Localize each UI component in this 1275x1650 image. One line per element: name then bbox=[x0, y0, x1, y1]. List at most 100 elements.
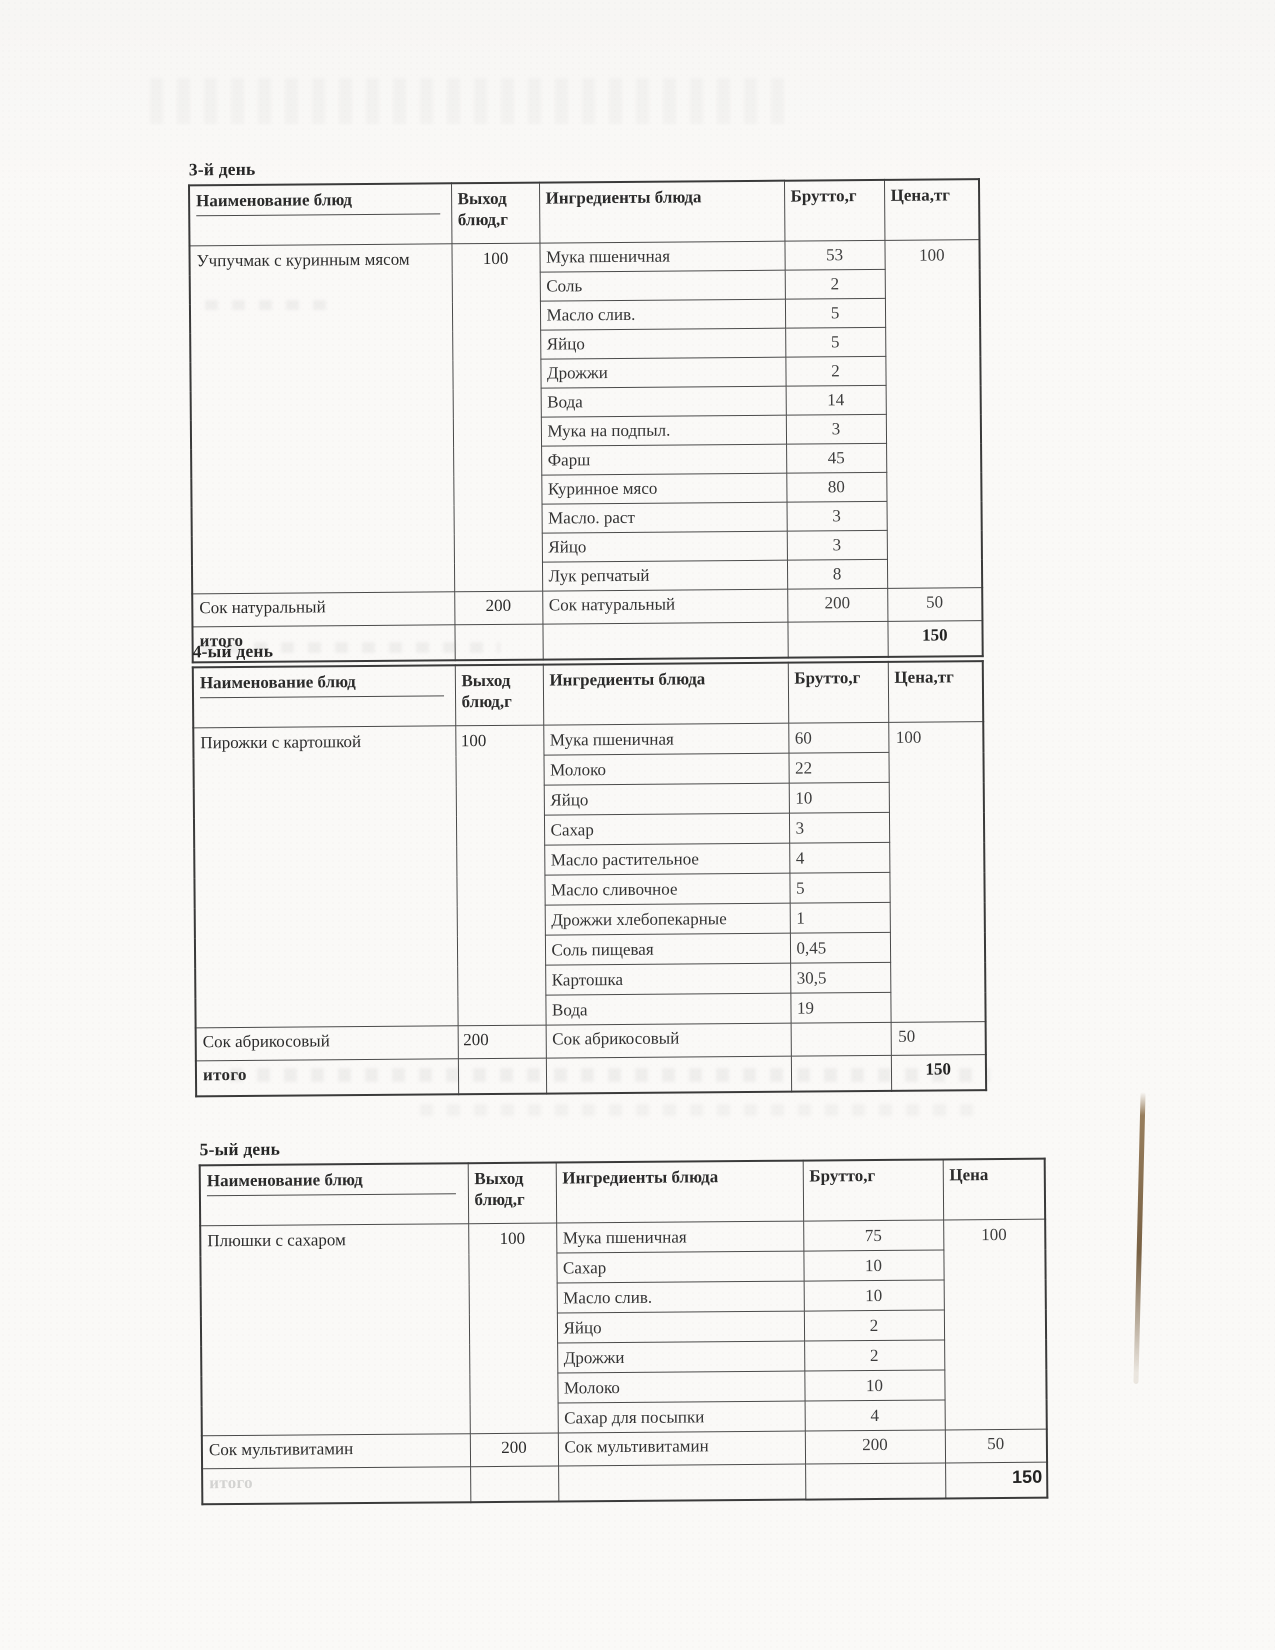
column-header-name-label: Наименование блюд bbox=[206, 1168, 457, 1197]
scan-smudge bbox=[420, 1104, 980, 1116]
ingredient-gross-cell: 4 bbox=[789, 842, 890, 874]
ingredient-name-cell: Молоко bbox=[557, 1371, 805, 1404]
ingredient-name-cell: Соль пищевая bbox=[544, 933, 791, 966]
ingredient-gross-cell: 10 bbox=[788, 782, 889, 814]
column-header-name: Наименование блюд bbox=[192, 665, 456, 728]
juice-output-cell: 200 bbox=[454, 591, 543, 625]
day-5-title: 5-ый день bbox=[199, 1138, 281, 1160]
column-header-name: Наименование блюд bbox=[199, 1163, 469, 1226]
ingredient-name-cell: Фарш bbox=[541, 444, 787, 476]
scan-smudge bbox=[230, 1068, 990, 1082]
ingredient-gross-cell: 5 bbox=[784, 298, 886, 329]
ingredient-name-cell: Вода bbox=[540, 386, 786, 418]
ingredient-name-cell: Мука пшеничная bbox=[539, 241, 785, 273]
dish-output-cell: 100 bbox=[468, 1223, 558, 1434]
ingredient-gross-cell: 3 bbox=[786, 501, 887, 532]
ingredient-name-cell: Яйцо bbox=[556, 1311, 805, 1344]
ingredient-gross-cell: 53 bbox=[784, 240, 885, 271]
ingredient-gross-cell: 2 bbox=[804, 1339, 945, 1372]
juice-price-cell: 50 bbox=[887, 587, 983, 622]
ingredient-name-cell: Молоко bbox=[543, 753, 789, 786]
header-row: Наименование блюд Выход блюд,г Ингредиен… bbox=[192, 661, 984, 728]
dish-name-cell: Пирожки с картошкой bbox=[193, 725, 458, 1028]
juice-gross-cell: 200 bbox=[787, 588, 888, 623]
ingredient-name-cell: Мука пшеничная bbox=[556, 1221, 804, 1254]
header-row: Наименование блюд Выход блюд,г Ингредиен… bbox=[189, 179, 980, 246]
ingredient-name-cell: Сахар bbox=[543, 813, 790, 846]
ingredient-name-cell: Масло слив. bbox=[556, 1281, 804, 1314]
ingredient-gross-cell: 3 bbox=[786, 530, 887, 561]
ingredient-gross-cell: 60 bbox=[788, 722, 889, 754]
juice-ingredient-cell: Сок натуральный bbox=[542, 589, 788, 625]
juice-price-cell: 50 bbox=[944, 1429, 1048, 1463]
juice-output-cell: 200 bbox=[457, 1025, 546, 1059]
header-row: Наименование блюд Выход блюд,г Ингредиен… bbox=[199, 1158, 1046, 1226]
ingredient-name-cell: Мука пшеничная bbox=[543, 723, 789, 756]
day-3-section: 3-й день Наименование блюд Выход блюд,г … bbox=[187, 153, 984, 664]
column-header-name-label: Наименование блюд bbox=[199, 670, 444, 699]
juice-gross-cell bbox=[790, 1022, 891, 1057]
ingredient-gross-cell: 3 bbox=[785, 414, 887, 445]
ingredient-gross-cell: 19 bbox=[790, 992, 891, 1024]
ingredient-name-cell: Соль bbox=[539, 270, 785, 302]
column-header-output: Выход блюд,г bbox=[450, 182, 540, 244]
ingredient-name-cell: Дрожжи bbox=[557, 1341, 805, 1374]
ingredient-gross-cell: 2 bbox=[785, 356, 886, 387]
ingredient-gross-cell: 80 bbox=[786, 472, 887, 503]
juice-gross-cell: 200 bbox=[804, 1429, 946, 1465]
ingredient-name-cell: Масло растительное bbox=[544, 843, 790, 876]
day-3-menu-table: Наименование блюд Выход блюд,г Ингредиен… bbox=[187, 178, 984, 664]
ingredient-name-cell: Мука на подпыл. bbox=[540, 415, 787, 447]
column-header-gross: Брутто,г bbox=[783, 179, 885, 242]
scan-smudge bbox=[205, 300, 335, 310]
empty-cell bbox=[558, 1464, 806, 1502]
ingredient-gross-cell: 22 bbox=[788, 752, 889, 784]
ingredient-name-cell: Лук репчатый bbox=[541, 560, 788, 592]
day-4-menu-table: Наименование блюд Выход блюд,г Ингредиен… bbox=[191, 660, 988, 1098]
juice-ingredient-cell: Сок абрикосовый bbox=[545, 1023, 791, 1059]
ingredient-name-cell: Яйцо bbox=[541, 531, 787, 563]
ingredient-name-cell: Масло слив. bbox=[539, 299, 786, 331]
ingredient-gross-cell: 5 bbox=[785, 327, 886, 358]
ingredient-gross-cell: 10 bbox=[804, 1369, 945, 1402]
column-header-price: Цена bbox=[942, 1158, 1046, 1220]
ingredient-gross-cell: 14 bbox=[785, 385, 886, 416]
juice-price-cell: 50 bbox=[890, 1021, 986, 1056]
ingredient-gross-cell: 0,45 bbox=[789, 932, 891, 964]
column-header-ingredients: Ингредиенты блюда bbox=[538, 180, 785, 244]
total-row: итого 150 bbox=[202, 1462, 1048, 1505]
ingredient-gross-cell: 2 bbox=[803, 1309, 945, 1342]
day-4-section: 4-ый день Наименование блюд Выход блюд,г… bbox=[191, 635, 988, 1098]
ingredient-name-cell: Куринное мясо bbox=[541, 473, 787, 505]
juice-name-cell: Сок натуральный bbox=[192, 591, 455, 627]
ingredient-gross-cell: 4 bbox=[804, 1399, 945, 1432]
total-price-cell: 150 bbox=[945, 1462, 1048, 1499]
day-3-title: 3-й день bbox=[188, 158, 256, 180]
day-5-menu-table: Наименование блюд Выход блюд,г Ингредиен… bbox=[198, 1157, 1049, 1506]
column-header-price: Цена,тг bbox=[883, 179, 980, 241]
juice-name-cell: Сок мультивитамин bbox=[201, 1433, 471, 1469]
scan-smudge bbox=[200, 642, 500, 653]
column-header-ingredients: Ингредиенты блюда bbox=[555, 1160, 804, 1224]
ingredient-gross-cell: 5 bbox=[789, 872, 890, 904]
juice-output-cell: 200 bbox=[469, 1433, 559, 1467]
column-header-name: Наименование блюд bbox=[189, 183, 452, 246]
column-header-name-label: Наименование блюд bbox=[196, 188, 440, 217]
column-header-ingredients: Ингредиенты блюда bbox=[542, 662, 789, 726]
ingredient-name-cell: Дрожжи bbox=[540, 357, 786, 389]
ingredient-gross-cell: 10 bbox=[803, 1279, 944, 1312]
ingredient-name-cell: Масло. раст bbox=[541, 502, 787, 534]
column-header-output: Выход блюд,г bbox=[467, 1162, 557, 1224]
dish-price-cell: 100 bbox=[943, 1219, 1047, 1430]
scan-smudge bbox=[150, 78, 790, 124]
day-5-section: 5-ый день Наименование блюд Выход блюд,г… bbox=[198, 1133, 1049, 1506]
ingredient-gross-cell: 45 bbox=[786, 443, 887, 474]
dish-price-cell: 100 bbox=[888, 721, 986, 1023]
ingredient-name-cell: Яйцо bbox=[543, 783, 789, 816]
dish-output-cell: 100 bbox=[451, 243, 543, 592]
ingredient-name-cell: Сахар bbox=[556, 1251, 804, 1284]
ingredient-gross-cell: 30,5 bbox=[790, 962, 891, 994]
dish-name-cell: Плюшки с сахаром bbox=[200, 1223, 470, 1436]
